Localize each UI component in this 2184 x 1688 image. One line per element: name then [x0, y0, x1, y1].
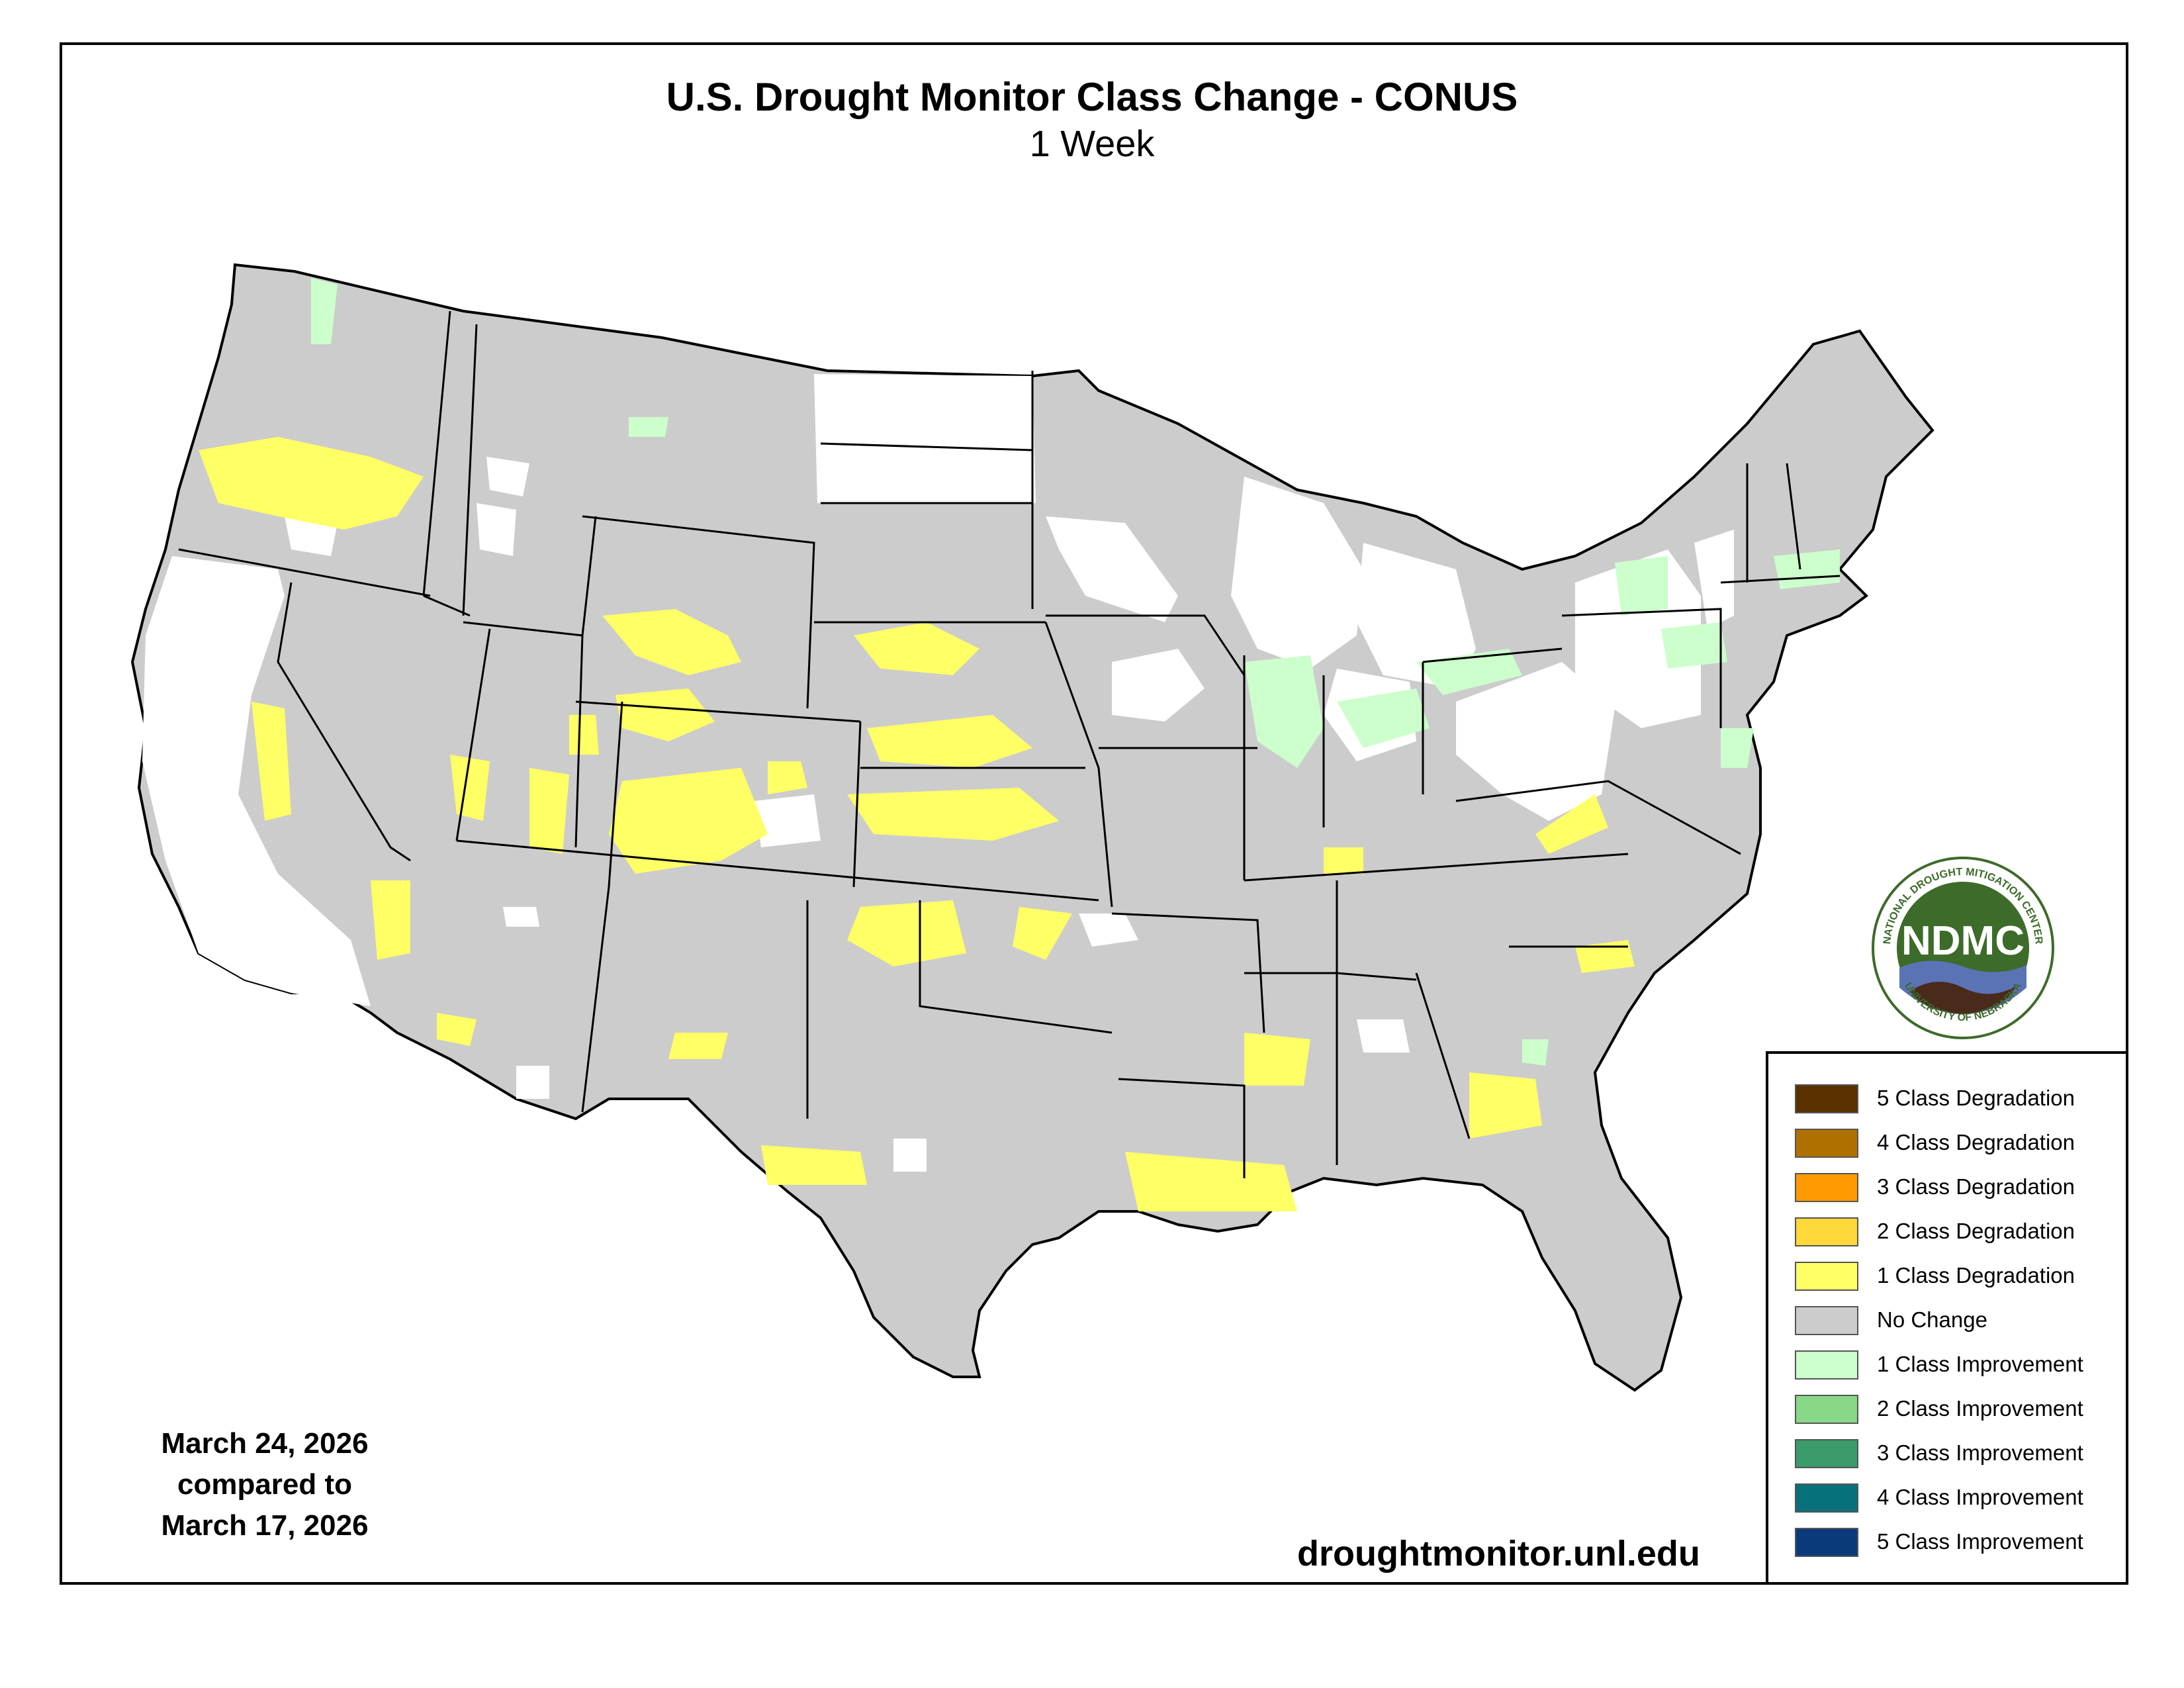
ndmc-logo: NDMC NATIONAL DROUGHT MITIGATION CENTER …: [1872, 857, 2054, 1039]
legend-swatch: [1795, 1129, 1858, 1158]
previous-date: March 17, 2026: [161, 1509, 369, 1542]
map-title: U.S. Drought Monitor Class Change - CONU…: [666, 75, 1518, 119]
legend-label: No Change: [1877, 1307, 1987, 1332]
legend-swatch: [1795, 1528, 1858, 1557]
legend-label: 2 Class Improvement: [1877, 1396, 2083, 1421]
state-boundaries: [178, 310, 1841, 1178]
current-date: March 24, 2026: [161, 1427, 369, 1460]
legend-swatch: [1795, 1439, 1858, 1468]
legend: 5 Class Degradation 4 Class Degradation …: [1766, 1051, 2128, 1585]
legend-swatch: [1795, 1173, 1858, 1202]
logo-center-text: NDMC: [1901, 918, 2025, 964]
improvement-1-areas: [311, 278, 1840, 1066]
legend-swatch: [1795, 1306, 1858, 1335]
legend-swatch: [1795, 1217, 1858, 1246]
legend-swatch: [1795, 1350, 1858, 1380]
legend-label: 4 Class Improvement: [1877, 1485, 2083, 1509]
legend-label: 3 Class Improvement: [1877, 1440, 2083, 1465]
map-frame: [60, 42, 2128, 1585]
legend-label: 3 Class Degradation: [1877, 1174, 2075, 1199]
compared-to-label: compared to: [177, 1468, 353, 1501]
legend-label: 1 Class Degradation: [1877, 1263, 2075, 1288]
degradation-1-areas: [199, 437, 1635, 1211]
legend-swatch: [1795, 1395, 1858, 1424]
legend-label: 5 Class Improvement: [1877, 1529, 2083, 1554]
legend-label: 5 Class Degradation: [1877, 1086, 2075, 1110]
website-url: droughtmonitor.unl.edu: [1297, 1534, 1700, 1573]
map-subtitle: 1 Week: [1029, 122, 1155, 164]
legend-label: 1 Class Improvement: [1877, 1352, 2083, 1376]
legend-label: 4 Class Degradation: [1877, 1130, 2075, 1154]
legend-swatch: [1795, 1084, 1858, 1113]
legend-swatch: [1795, 1262, 1858, 1291]
date-comparison: March 24, 2026 compared to March 17, 202…: [126, 1423, 404, 1546]
no-drought-areas: [142, 374, 1734, 1172]
legend-label: 2 Class Degradation: [1877, 1219, 2075, 1243]
legend-swatch: [1795, 1483, 1858, 1513]
